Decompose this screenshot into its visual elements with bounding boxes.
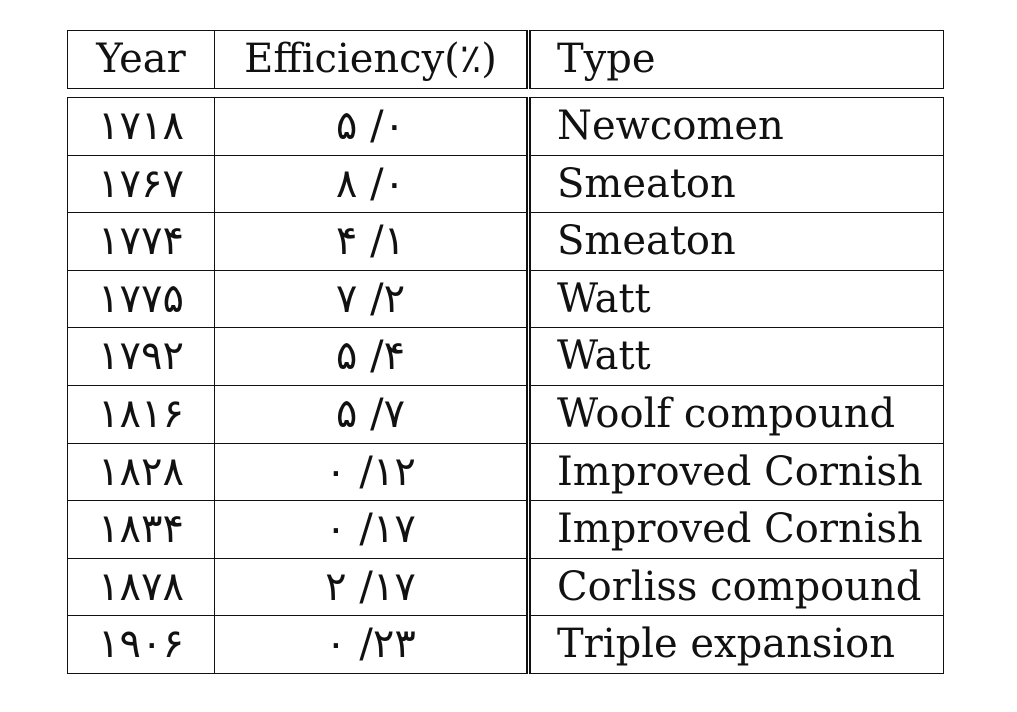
cell-type: Improved Cornish [528, 442, 944, 502]
cell-year: ۱۷۷۴ [67, 212, 215, 271]
table-row: ۱۷۷۴ ۱/ ۴ Smeaton [67, 212, 944, 271]
table-body: ۱۷۱۸ ۰/ ۵ Newcomen ۱۷۶۷ ۰/ ۸ Smeaton ۱۷۷… [67, 97, 944, 674]
cell-efficiency: ۰/ ۵ [214, 97, 531, 156]
cell-efficiency: ۱۷/ ۲ [214, 557, 531, 617]
cell-type: Corliss compound [528, 557, 944, 617]
table-row: ۱۷۱۸ ۰/ ۵ Newcomen [67, 97, 944, 156]
cell-efficiency: ۲۳/ ۰ [214, 615, 531, 674]
cell-type: Smeaton [528, 154, 944, 214]
cell-efficiency: ۷/ ۵ [214, 384, 531, 444]
cell-type: Woolf compound [528, 384, 944, 444]
table-row: ۱۸۱۶ ۷/ ۵ Woolf compound [67, 384, 944, 444]
header-efficiency: Efficiency(٪) [214, 30, 531, 89]
header-year: Year [67, 30, 215, 89]
cell-year: ۱۸۱۶ [67, 384, 215, 444]
cell-efficiency: ۱۷/ ۰ [214, 500, 531, 559]
cell-type: Newcomen [528, 97, 944, 156]
table-row: ۱۷۶۷ ۰/ ۸ Smeaton [67, 154, 944, 214]
table-header: Year Efficiency(٪) Type [67, 30, 944, 89]
table-row: ۱۸۳۴ ۱۷/ ۰ Improved Cornish [67, 500, 944, 559]
cell-year: ۱۷۹۲ [67, 327, 215, 386]
cell-efficiency: ۰/ ۸ [214, 154, 531, 214]
table-row: ۱۹۰۶ ۲۳/ ۰ Triple expansion [67, 615, 944, 674]
table-row: ۱۸۲۸ ۱۲/ ۰ Improved Cornish [67, 442, 944, 502]
cell-type: Watt [528, 269, 944, 329]
cell-efficiency: ۲/ ۷ [214, 269, 531, 329]
table-row: ۱۷۷۵ ۲/ ۷ Watt [67, 269, 944, 329]
cell-year: ۱۸۳۴ [67, 500, 215, 559]
cell-year: ۱۷۷۵ [67, 269, 215, 329]
cell-year: ۱۹۰۶ [67, 615, 215, 674]
cell-efficiency: ۱/ ۴ [214, 212, 531, 271]
table-row: ۱۷۹۲ ۴/ ۵ Watt [67, 327, 944, 386]
cell-year: ۱۸۷۸ [67, 557, 215, 617]
cell-type: Improved Cornish [528, 500, 944, 559]
cell-year: ۱۷۶۷ [67, 154, 215, 214]
cell-year: ۱۷۱۸ [67, 97, 215, 156]
cell-efficiency: ۱۲/ ۰ [214, 442, 531, 502]
cell-type: Watt [528, 327, 944, 386]
cell-year: ۱۸۲۸ [67, 442, 215, 502]
header-row: Year Efficiency(٪) Type [67, 30, 944, 89]
table-row: ۱۸۷۸ ۱۷/ ۲ Corliss compound [67, 557, 944, 617]
header-type: Type [528, 30, 944, 89]
cell-type: Smeaton [528, 212, 944, 271]
cell-type: Triple expansion [528, 615, 944, 674]
cell-efficiency: ۴/ ۵ [214, 327, 531, 386]
